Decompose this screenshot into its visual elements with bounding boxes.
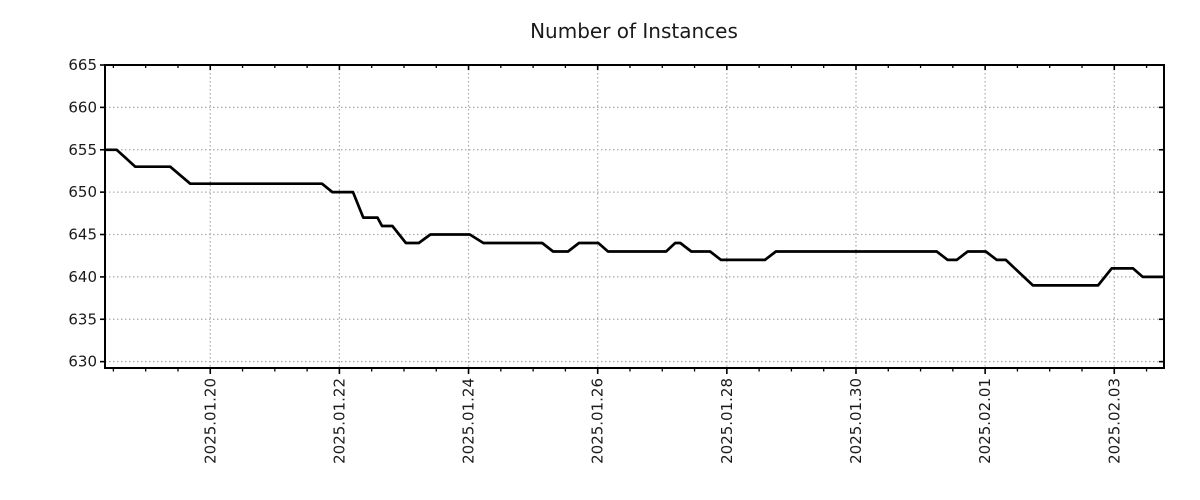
y-tick-label: 665 <box>68 56 97 74</box>
y-tick-label: 650 <box>68 183 97 201</box>
y-tick-label: 645 <box>68 226 97 244</box>
chart-title: Number of Instances <box>530 19 738 43</box>
x-tick-label: 2025.01.20 <box>201 378 219 464</box>
x-tick-label: 2025.02.01 <box>976 378 994 464</box>
y-tick-label: 630 <box>68 353 97 371</box>
plot-border <box>104 64 1165 369</box>
y-tick-label: 660 <box>68 98 97 116</box>
x-tick-label: 2025.01.28 <box>718 378 736 464</box>
grid-layer <box>105 65 1164 368</box>
instances-line <box>105 148 1164 287</box>
axis-layer <box>100 64 1165 374</box>
x-tick-label: 2025.01.26 <box>589 378 607 464</box>
label-layer: 630 635 640 645 650 655 660 665 2025.01.20 2025.0… <box>68 56 1123 464</box>
x-tick-label: 2025.01.22 <box>330 378 348 464</box>
y-tick-label: 635 <box>68 310 97 328</box>
series-layer <box>105 148 1164 287</box>
y-tick-label: 655 <box>68 141 97 159</box>
x-tick-label: 2025.02.03 <box>1105 378 1123 464</box>
x-tick-label: 2025.01.24 <box>460 378 478 464</box>
x-tick-label: 2025.01.30 <box>847 378 865 464</box>
y-tick-label: 640 <box>68 268 97 286</box>
